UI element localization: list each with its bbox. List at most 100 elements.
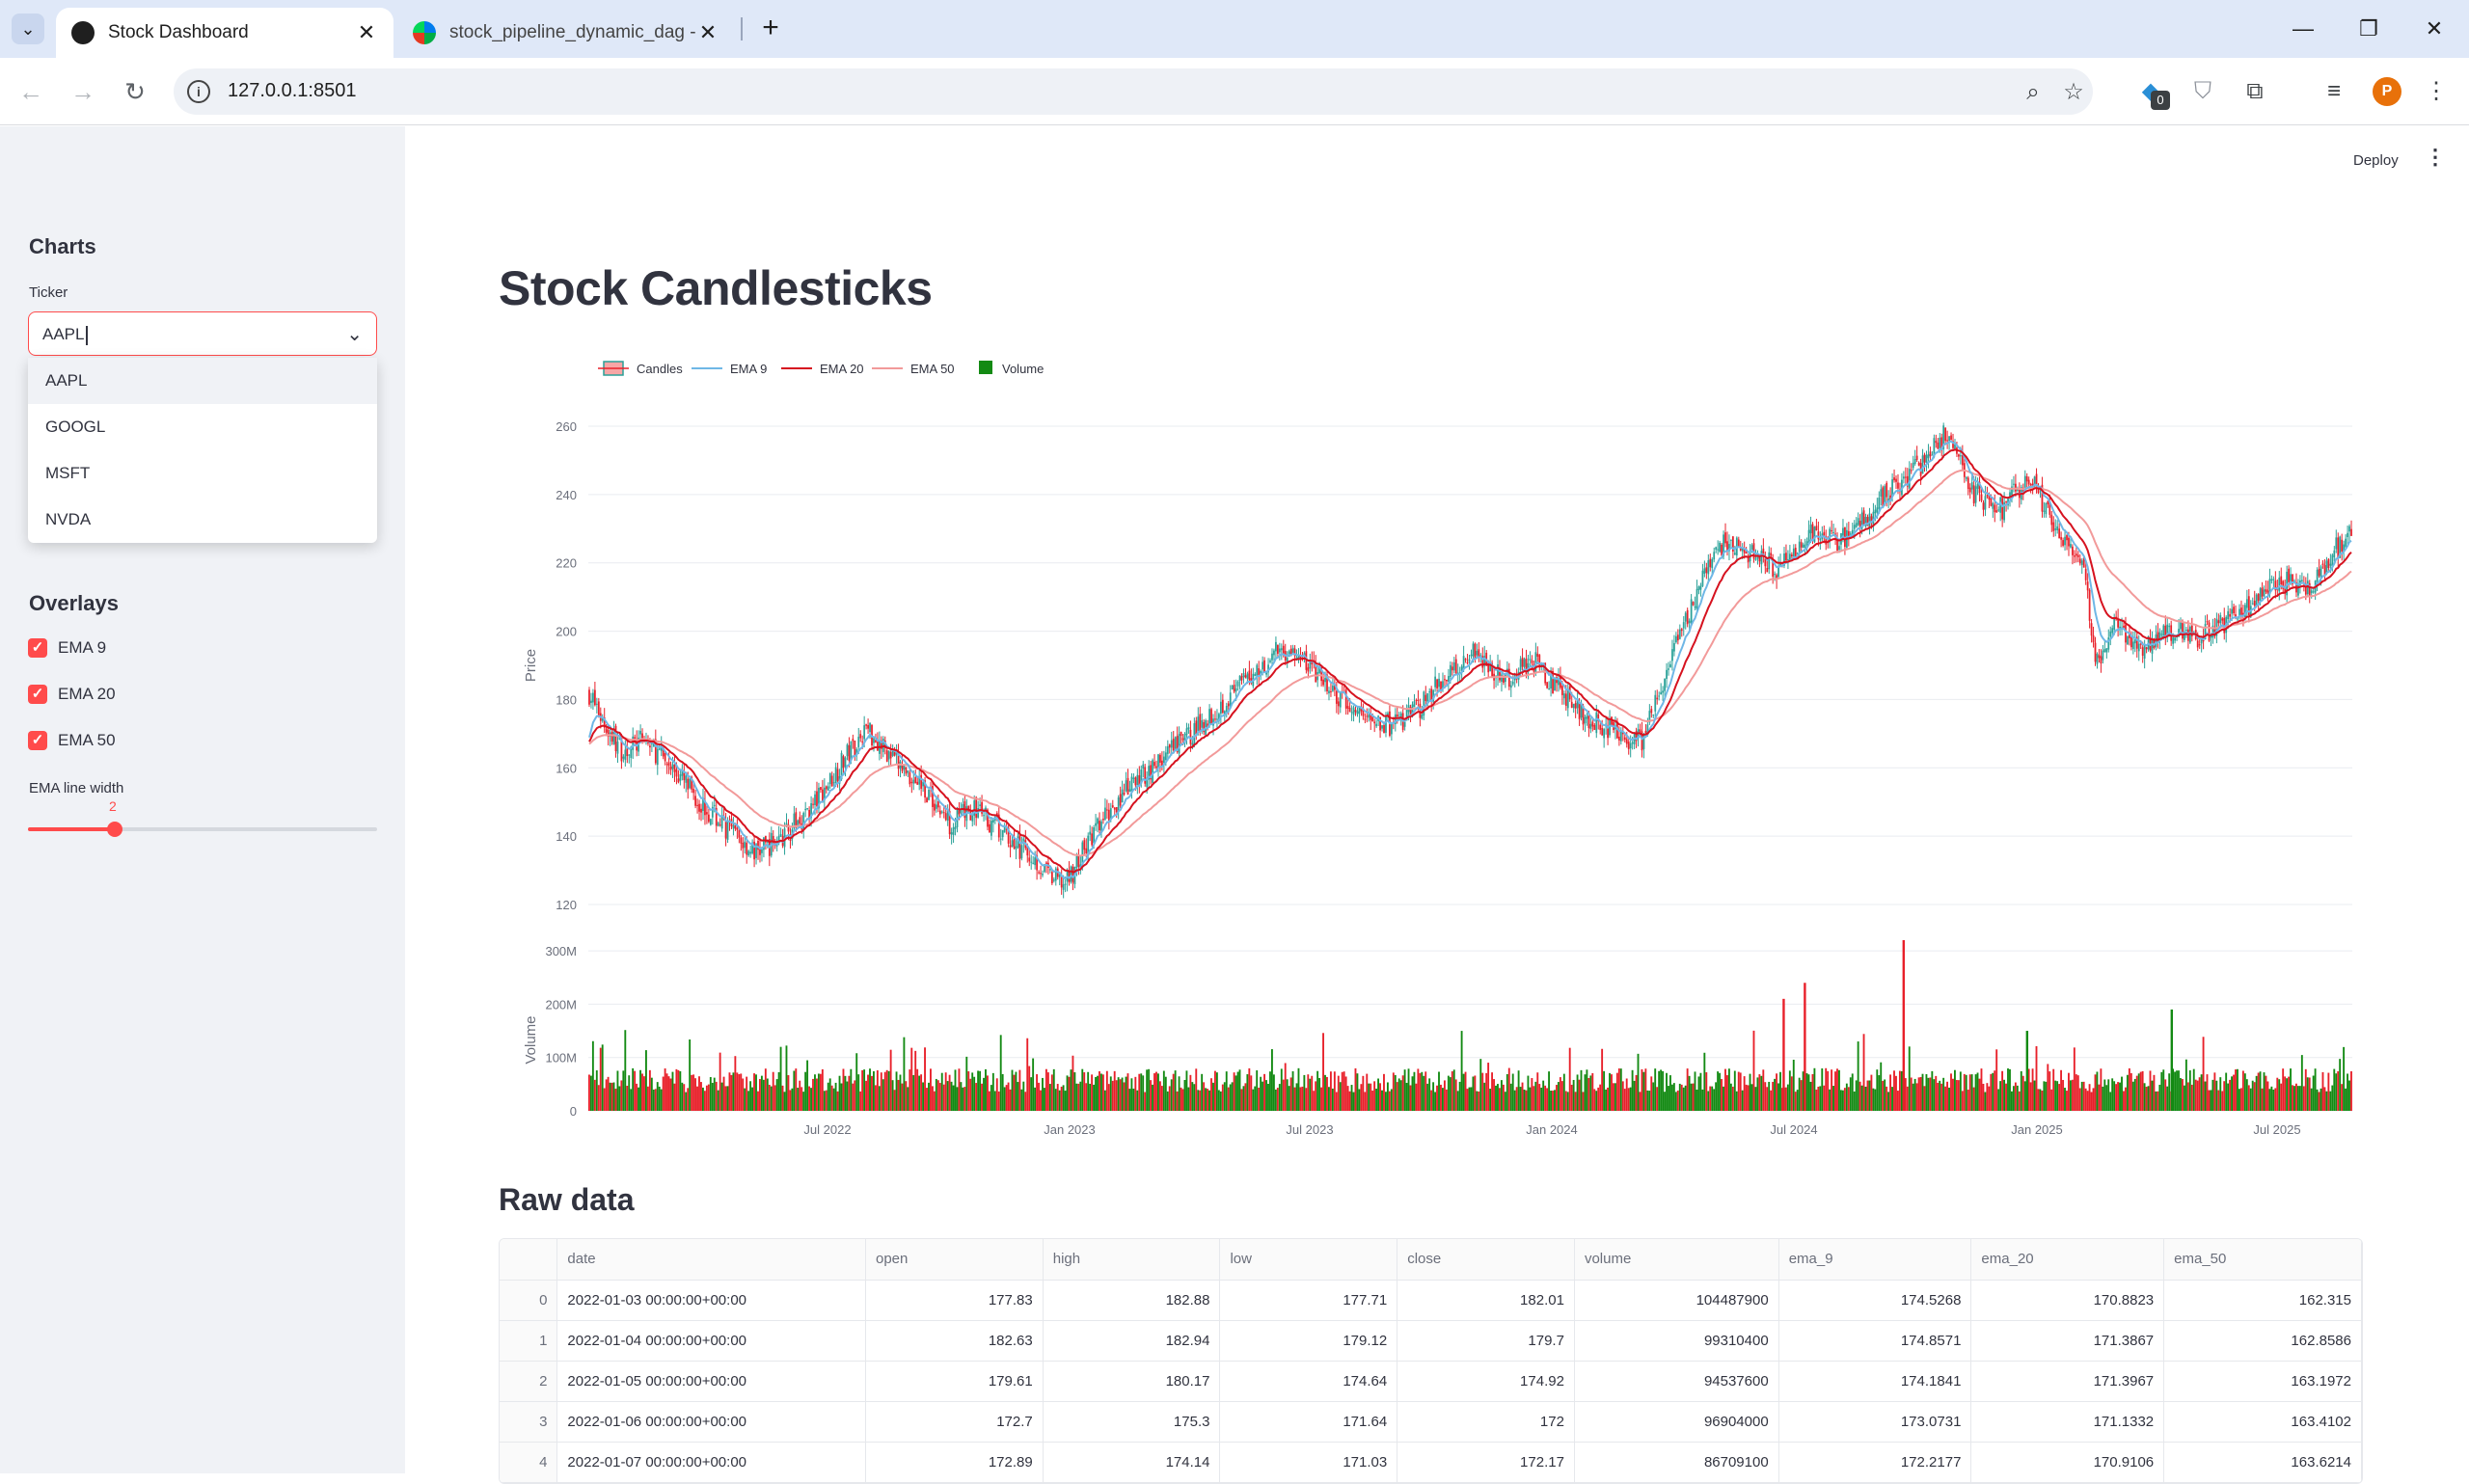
- table-cell-volume[interactable]: 104487900: [1574, 1280, 1779, 1321]
- ema50-label[interactable]: EMA 50: [58, 731, 116, 749]
- legend-item-ema20[interactable]: EMA 20: [781, 362, 864, 376]
- table-cell-ema_50[interactable]: 163.1972: [2163, 1361, 2362, 1402]
- legend-item-candles[interactable]: Candles: [598, 361, 683, 376]
- ema9-checkbox[interactable]: ✓: [28, 638, 47, 658]
- table-cell-ema_20[interactable]: 171.1332: [1970, 1401, 2165, 1443]
- table-cell-close[interactable]: 179.7: [1397, 1320, 1575, 1362]
- reload-icon[interactable]: ↻: [124, 77, 146, 106]
- candlestick-chart[interactable]: Candles EMA 9 EMA 20 EMA 50 Volume 120140160…: [499, 347, 2363, 1138]
- table-cell-open[interactable]: 182.63: [865, 1320, 1044, 1362]
- close-tab-icon[interactable]: ✕: [357, 20, 376, 44]
- table-row[interactable]: 4 2022-01-07 00:00:00+00:00 172.89 174.14 17…: [500, 1442, 2362, 1483]
- ticker-select[interactable]: AAPL ⌄: [28, 311, 377, 356]
- new-tab-plus-icon[interactable]: +: [762, 12, 779, 43]
- address-bar[interactable]: i 127.0.0.1:8501 ⌕ ☆: [174, 68, 2093, 115]
- table-cell-volume[interactable]: 86709100: [1574, 1442, 1779, 1483]
- table-cell-date[interactable]: 2022-01-04 00:00:00+00:00: [556, 1320, 866, 1362]
- table-cell-ema_9[interactable]: 174.5268: [1778, 1280, 1972, 1321]
- table-cell-high[interactable]: 182.94: [1043, 1320, 1221, 1362]
- ticker-value[interactable]: AAPL: [42, 325, 85, 343]
- table-cell-index[interactable]: 0: [500, 1280, 558, 1321]
- table-cell-date[interactable]: 2022-01-06 00:00:00+00:00: [556, 1401, 866, 1443]
- table-cell-ema_9[interactable]: 173.0731: [1778, 1401, 1972, 1443]
- table-cell-high[interactable]: 175.3: [1043, 1401, 1221, 1443]
- url-text[interactable]: 127.0.0.1:8501: [228, 80, 357, 101]
- zoom-icon[interactable]: ⌕: [2026, 79, 2040, 105]
- table-cell-low[interactable]: 171.03: [1219, 1442, 1398, 1483]
- table-row[interactable]: 1 2022-01-04 00:00:00+00:00 182.63 182.94 17…: [500, 1320, 2362, 1362]
- column-header-date[interactable]: date: [556, 1239, 866, 1281]
- table-cell-index[interactable]: 2: [500, 1361, 558, 1402]
- column-header-open[interactable]: open: [865, 1239, 1044, 1281]
- table-cell-ema_50[interactable]: 163.6214: [2163, 1442, 2362, 1483]
- tab-search-chevron-icon[interactable]: ⌄: [12, 13, 44, 44]
- table-cell-open[interactable]: 172.89: [865, 1442, 1044, 1483]
- table-cell-open[interactable]: 179.61: [865, 1361, 1044, 1402]
- ema-width-slider-thumb[interactable]: [107, 822, 122, 837]
- extensions-puzzle-icon[interactable]: ⧉: [2246, 78, 2264, 104]
- table-cell-date[interactable]: 2022-01-07 00:00:00+00:00: [556, 1442, 866, 1483]
- table-cell-low[interactable]: 177.71: [1219, 1280, 1398, 1321]
- table-cell-index[interactable]: 3: [500, 1401, 558, 1443]
- table-row[interactable]: 0 2022-01-03 00:00:00+00:00 177.83 182.88 17…: [500, 1280, 2362, 1321]
- legend-item-ema50[interactable]: EMA 50: [872, 362, 955, 376]
- restore-icon[interactable]: ❐: [2359, 16, 2378, 40]
- table-cell-close[interactable]: 172: [1397, 1401, 1575, 1443]
- table-cell-ema_50[interactable]: 162.8586: [2163, 1320, 2362, 1362]
- deploy-button[interactable]: Deploy: [2353, 152, 2399, 169]
- table-cell-ema_20[interactable]: 171.3867: [1970, 1320, 2165, 1362]
- ema-width-slider-track[interactable]: [28, 827, 377, 831]
- ticker-option-googl[interactable]: GOOGL: [45, 418, 106, 436]
- browser-menu-icon[interactable]: ⋮: [2425, 78, 2448, 104]
- forward-arrow-icon[interactable]: →: [70, 77, 95, 106]
- column-header-high[interactable]: high: [1043, 1239, 1221, 1281]
- column-header-volume[interactable]: volume: [1574, 1239, 1779, 1281]
- column-header-ema_9[interactable]: ema_9: [1778, 1239, 1972, 1281]
- minimize-icon[interactable]: —: [2293, 16, 2314, 40]
- table-row[interactable]: 2 2022-01-05 00:00:00+00:00 179.61 180.17 17…: [500, 1361, 2362, 1402]
- tab-stock-dashboard[interactable]: Stock Dashboard ✕: [56, 8, 393, 58]
- ticker-option-msft[interactable]: MSFT: [45, 464, 91, 482]
- table-cell-high[interactable]: 180.17: [1043, 1361, 1221, 1402]
- column-header-ema_20[interactable]: ema_20: [1970, 1239, 2165, 1281]
- chevron-down-icon[interactable]: ⌄: [346, 324, 363, 345]
- back-arrow-icon[interactable]: ←: [18, 77, 43, 106]
- table-cell-close[interactable]: 174.92: [1397, 1361, 1575, 1402]
- table-cell-open[interactable]: 177.83: [865, 1280, 1044, 1321]
- column-header-index[interactable]: [500, 1239, 558, 1281]
- table-cell-volume[interactable]: 96904000: [1574, 1401, 1779, 1443]
- table-cell-high[interactable]: 182.88: [1043, 1280, 1221, 1321]
- table-cell-ema_20[interactable]: 170.8823: [1970, 1280, 2165, 1321]
- table-cell-index[interactable]: 4: [500, 1442, 558, 1483]
- table-cell-close[interactable]: 182.01: [1397, 1280, 1575, 1321]
- table-cell-volume[interactable]: 99310400: [1574, 1320, 1779, 1362]
- table-cell-volume[interactable]: 94537600: [1574, 1361, 1779, 1402]
- ema50-checkbox[interactable]: ✓: [28, 731, 47, 750]
- bookmark-star-icon[interactable]: ☆: [2063, 79, 2084, 105]
- table-cell-low[interactable]: 179.12: [1219, 1320, 1398, 1362]
- table-cell-ema_50[interactable]: 162.315: [2163, 1280, 2362, 1321]
- table-cell-ema_9[interactable]: 174.1841: [1778, 1361, 1972, 1402]
- site-info-icon[interactable]: i: [187, 80, 210, 103]
- table-cell-low[interactable]: 174.64: [1219, 1361, 1398, 1402]
- media-queue-icon[interactable]: ≡: [2326, 78, 2341, 104]
- ema20-label[interactable]: EMA 20: [58, 685, 116, 703]
- table-cell-date[interactable]: 2022-01-03 00:00:00+00:00: [556, 1280, 866, 1321]
- close-window-icon[interactable]: ✕: [2425, 16, 2444, 40]
- profile-avatar[interactable]: P: [2373, 77, 2401, 106]
- main-menu-icon[interactable]: ⋮: [2425, 145, 2446, 169]
- table-cell-close[interactable]: 172.17: [1397, 1442, 1575, 1483]
- ticker-option-aapl[interactable]: AAPL: [28, 358, 377, 404]
- table-cell-open[interactable]: 172.7: [865, 1401, 1044, 1443]
- column-header-close[interactable]: close: [1397, 1239, 1575, 1281]
- ticker-option-nvda[interactable]: NVDA: [45, 510, 92, 528]
- ema20-checkbox[interactable]: ✓: [28, 685, 47, 704]
- table-cell-ema_20[interactable]: 170.9106: [1970, 1442, 2165, 1483]
- table-cell-ema_20[interactable]: 171.3967: [1970, 1361, 2165, 1402]
- close-tab-icon[interactable]: ✕: [698, 20, 718, 44]
- legend-item-ema9[interactable]: EMA 9: [692, 362, 767, 376]
- shield-extension-icon[interactable]: ⛉: [2194, 78, 2211, 104]
- column-header-low[interactable]: low: [1219, 1239, 1398, 1281]
- table-cell-ema_9[interactable]: 174.8571: [1778, 1320, 1972, 1362]
- table-cell-ema_9[interactable]: 172.2177: [1778, 1442, 1972, 1483]
